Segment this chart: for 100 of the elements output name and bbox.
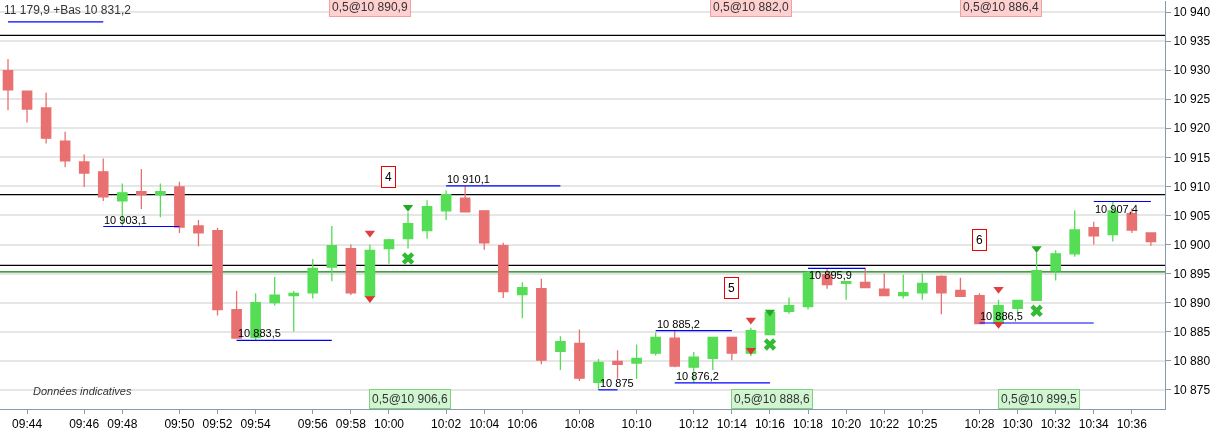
series-label: 10 885,2 [657, 318, 700, 330]
candlestick [840, 280, 852, 301]
annotation: 6 [976, 233, 983, 247]
candlestick [402, 211, 414, 250]
candlestick [707, 336, 719, 371]
x-tick-label: 09:48 [107, 417, 138, 431]
y-tick-label: 10 890 [1173, 295, 1211, 310]
x-tick-label: 10:10 [621, 417, 652, 431]
candlestick [97, 157, 109, 202]
x-tick-label: 10:34 [1078, 417, 1110, 431]
x-tick-label: 10:06 [507, 417, 538, 431]
series-label: 10 875 [600, 377, 634, 389]
x-tick-label: 09:50 [164, 417, 195, 431]
candlestick [78, 153, 90, 188]
y-tick-label: 10 895 [1173, 266, 1211, 281]
y-tick-label: 10 905 [1173, 208, 1211, 223]
x-tick-label: 10:02 [431, 417, 462, 431]
annotation: 11 179,9 +Bas 10 831,2 [4, 3, 132, 17]
y-tick-label: 10 920 [1173, 121, 1211, 136]
candlestick [1088, 221, 1100, 246]
candlestick [478, 210, 490, 251]
x-tick-label: 10:32 [1040, 417, 1071, 431]
y-tick-label: 10 885 [1173, 324, 1211, 339]
candlestick [878, 272, 890, 297]
x-tick-label: 10:08 [564, 417, 595, 431]
candlestick [955, 277, 966, 297]
candlestick [516, 281, 528, 319]
x-tick-label: 10:18 [793, 417, 824, 431]
y-tick-label: 10 935 [1173, 34, 1211, 49]
candlestick [326, 225, 338, 282]
x-tick-label: 10:28 [964, 417, 995, 431]
x-tick-label: 09:54 [240, 417, 271, 431]
candlestick [650, 331, 661, 357]
candlestick [1050, 249, 1061, 282]
candlestick [574, 328, 585, 382]
candlestick [1145, 232, 1157, 247]
x-tick-label: 10:30 [1002, 417, 1033, 431]
y-tick-label: 10 875 [1173, 383, 1211, 398]
y-tick-label: 10 915 [1173, 150, 1211, 165]
candlestick [21, 90, 33, 124]
x-tick-label: 10:12 [678, 417, 710, 431]
series-label: 10 895,9 [809, 269, 852, 281]
candlestick [40, 92, 52, 145]
candlestick [459, 185, 471, 214]
candlestick [421, 199, 433, 240]
candlestick [269, 276, 280, 307]
candlestick [936, 274, 947, 315]
x-tick-label: 10:14 [716, 417, 748, 431]
point [401, 252, 415, 265]
annotation: 0,5@10 890,9 [332, 0, 408, 14]
candlestick [1069, 209, 1081, 258]
candlestick [783, 296, 795, 315]
candlestick [897, 274, 909, 300]
y-tick-label: 10 925 [1173, 92, 1211, 107]
x-tick-label: 10:20 [831, 417, 862, 431]
x-tick-label: 10:00 [373, 417, 405, 431]
annotation: 0,5@10 888,6 [734, 392, 810, 406]
candlestick [2, 58, 14, 111]
candlestick [174, 181, 185, 234]
series-label: 10 910,1 [447, 173, 490, 185]
candlestick [383, 238, 395, 265]
y-tick-label: 10 930 [1173, 63, 1211, 78]
point [1031, 246, 1042, 254]
x-tick-label: 10:16 [754, 417, 786, 431]
candlestick [497, 242, 509, 299]
candlestick [631, 343, 642, 380]
annotation: 5 [728, 281, 735, 295]
y-tick-label: 10 880 [1173, 353, 1211, 368]
candlestick [288, 290, 300, 333]
candlestick [859, 267, 871, 289]
x-tick-label: 09:52 [202, 417, 233, 431]
candlestick [917, 272, 928, 301]
candlestick [59, 131, 71, 168]
candlestick [193, 219, 204, 247]
candlestick [307, 258, 319, 300]
annotation: 0,5@10 899,5 [1001, 392, 1077, 406]
x-tick-label: 10:04 [469, 417, 500, 431]
y-tick-label: 10 900 [1173, 237, 1211, 252]
y-tick-label: 10 910 [1173, 179, 1211, 194]
x-tick-label: 10:36 [1116, 417, 1148, 431]
x-tick-label: 09:58 [335, 417, 367, 431]
x-tick-label: 10:25 [907, 417, 938, 431]
annotation: 0,5@10 886,4 [963, 0, 1039, 14]
candlestick [612, 349, 623, 380]
x-tick-label: 09:56 [297, 417, 329, 431]
candlestick [536, 278, 547, 365]
candlestick [440, 189, 452, 221]
candlestick [555, 335, 566, 371]
annotation: 0,5@10 906,6 [372, 392, 448, 406]
candlestick [669, 329, 681, 368]
candlestick [345, 243, 357, 296]
x-tick-label: 10:22 [869, 417, 900, 431]
candlestick [136, 168, 147, 210]
candlestick [212, 227, 223, 317]
annotation: 0,5@10 882,0 [713, 0, 789, 14]
annotation: Données indicatives [33, 385, 132, 397]
x-tick-label: 09:44 [12, 417, 43, 431]
point [1030, 304, 1043, 317]
candlestick [726, 336, 738, 361]
point [763, 338, 777, 351]
